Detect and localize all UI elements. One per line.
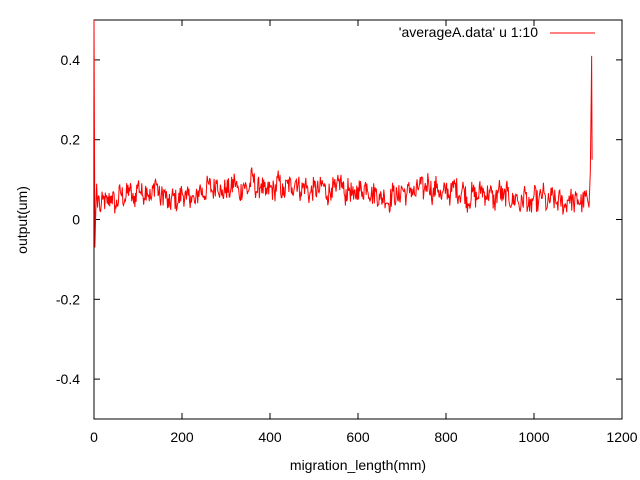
- y-tick-label: 0.2: [61, 132, 81, 148]
- y-tick-label: -0.2: [56, 291, 80, 307]
- legend: 'averageA.data' u 1:10: [399, 24, 595, 40]
- legend-label: 'averageA.data' u 1:10: [399, 24, 538, 40]
- y-tick-label: 0: [72, 212, 80, 228]
- x-tick-label: 600: [346, 429, 370, 445]
- y-tick-label: -0.4: [56, 371, 80, 387]
- plot-frame: [93, 19, 623, 420]
- axis-ticks: [93, 20, 623, 419]
- x-tick-label: 200: [170, 429, 194, 445]
- x-tick-label: 800: [434, 429, 458, 445]
- axis-tick-labels: 0 200 400 600 800 1000 1200 -0.4 -0.2 0 0.2 0.4: [56, 52, 638, 445]
- x-tick-label: 1200: [606, 429, 637, 445]
- y-axis-label: output(um): [14, 186, 30, 254]
- x-tick-label: 0: [90, 429, 98, 445]
- y-tick-label: 0.4: [61, 52, 81, 68]
- x-tick-label: 1000: [518, 429, 549, 445]
- x-tick-label: 400: [258, 429, 282, 445]
- x-axis-label: migration_length(mm): [290, 457, 426, 473]
- series-line: [93, 19, 593, 248]
